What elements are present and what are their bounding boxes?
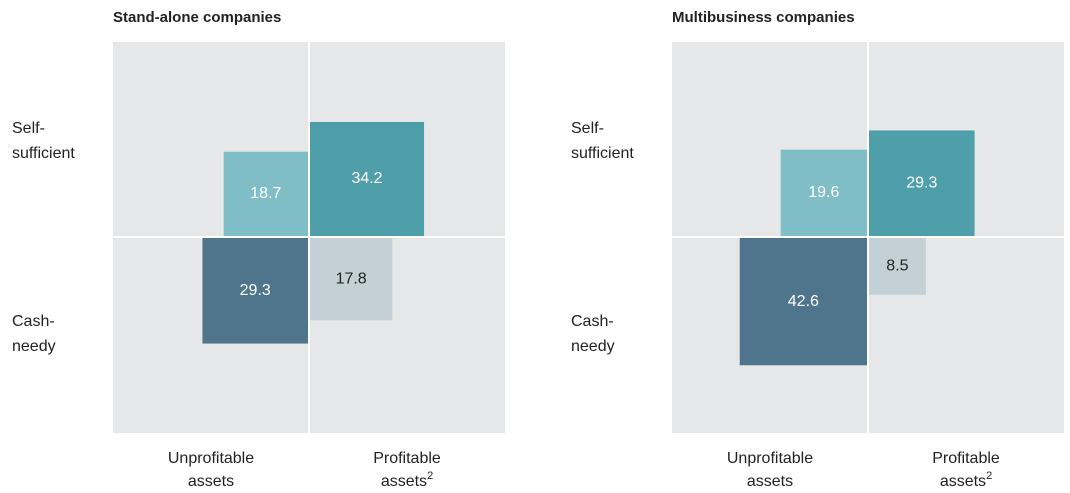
- square: [223, 151, 308, 236]
- col-label-text: Unprofitable: [168, 450, 254, 467]
- col-label-text: assets: [188, 473, 234, 490]
- square: [869, 238, 926, 295]
- value-label: 18.7: [250, 185, 281, 202]
- value-label: 29.3: [240, 282, 271, 299]
- chart-title: Multibusiness companies: [672, 9, 855, 26]
- footnote-marker: 2: [427, 470, 433, 482]
- row-label: sufficient: [12, 145, 75, 162]
- square: [310, 238, 393, 321]
- row-label: sufficient: [571, 145, 634, 162]
- square: [310, 121, 425, 236]
- col-label: assets2: [940, 470, 992, 490]
- col-label-text: assets: [747, 473, 793, 490]
- value-label: 42.6: [788, 293, 819, 310]
- col-label: Profitable: [373, 450, 441, 467]
- col-label-text: Profitable: [373, 450, 441, 467]
- value-label: 8.5: [886, 258, 908, 275]
- footnote-marker: 2: [986, 470, 992, 482]
- col-label: assets: [747, 473, 793, 490]
- chart-title: Stand-alone companies: [113, 9, 281, 26]
- value-label: 29.3: [906, 174, 937, 191]
- col-label-text: assets: [940, 473, 986, 490]
- row-label: Cash-: [12, 313, 55, 330]
- col-label: assets: [188, 473, 234, 490]
- col-label: Unprofitable: [727, 450, 813, 467]
- col-label: Unprofitable: [168, 450, 254, 467]
- value-label: 34.2: [351, 170, 382, 187]
- value-label: 19.6: [808, 184, 839, 201]
- value-label: 17.8: [336, 270, 367, 287]
- square: [780, 149, 867, 236]
- row-label: Cash-: [571, 313, 614, 330]
- square: [739, 238, 867, 366]
- row-label: needy: [12, 338, 56, 355]
- row-label: Self-: [571, 120, 604, 137]
- square: [202, 238, 308, 344]
- col-label: assets2: [381, 470, 433, 490]
- col-label: Profitable: [932, 450, 1000, 467]
- row-label: needy: [571, 338, 615, 355]
- square: [869, 130, 975, 236]
- col-label-text: Profitable: [932, 450, 1000, 467]
- col-label-text: assets: [381, 473, 427, 490]
- col-label-text: Unprofitable: [727, 450, 813, 467]
- row-label: Self-: [12, 120, 45, 137]
